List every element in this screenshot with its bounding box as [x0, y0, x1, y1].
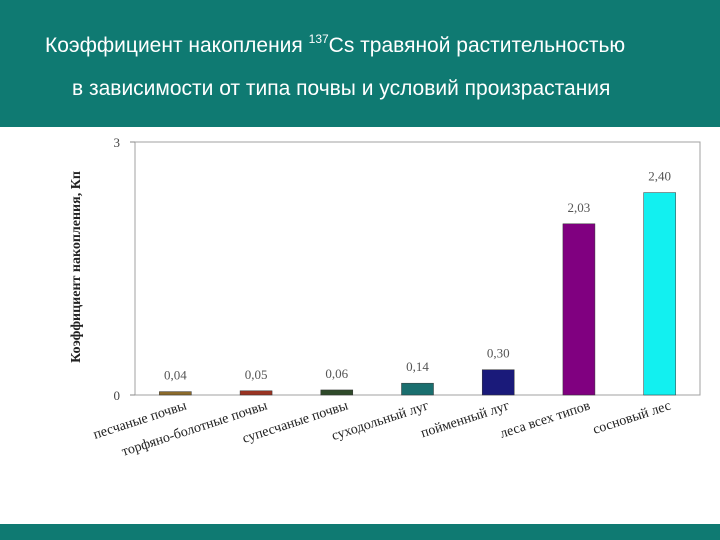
bar-value-label: 2,03 [568, 200, 591, 215]
bar [562, 223, 596, 396]
x-tick-label: леса всех типов [498, 398, 592, 441]
bar-value-label: 0,05 [245, 367, 268, 382]
x-tick-label: сосновый лес [591, 399, 673, 438]
y-axis-label: Коэффициент накопления, Кп [69, 171, 84, 363]
bar-chart: Коэффициент накопления, Кп 03 0,04 0,05 0,… [69, 135, 701, 460]
title-suffix: Cs травяной растительностью [328, 34, 626, 57]
plot-area [134, 141, 701, 396]
bar [643, 192, 676, 396]
title-prefix: Коэффициент накопления [45, 34, 303, 57]
y-tick-label: 3 [114, 135, 121, 150]
x-tick-label: пойменный луг [419, 398, 512, 441]
bar [159, 391, 192, 396]
x-tick-label: торфяно-болотные почвы [120, 398, 270, 459]
bar [320, 389, 354, 396]
bar-value-label: 0,14 [406, 359, 429, 374]
bar-value-label: 0,06 [325, 366, 348, 381]
value-labels: 0,04 0,05 0,06 0,14 0,30 2,03 2,40 [164, 169, 671, 383]
bar [481, 369, 515, 396]
slide-footer-bar [0, 524, 720, 540]
bar-value-label: 2,40 [648, 169, 671, 184]
slide-header: Коэффициент накопления 137Cs травяной ра… [0, 0, 720, 127]
bar [239, 390, 273, 396]
bar-value-label: 0,04 [164, 368, 187, 383]
slide-title-line-2: в зависимости от типа почвы и условий пр… [72, 77, 611, 100]
bar-value-label: 0,30 [487, 346, 510, 361]
bar [401, 382, 434, 396]
title-superscript: 137 [308, 32, 329, 46]
y-ticks: 03 [114, 135, 135, 403]
y-tick-label: 0 [114, 388, 121, 403]
slide-title-line-1: Коэффициент накопления 137Cs травяной ра… [45, 32, 720, 58]
bars [159, 192, 676, 396]
